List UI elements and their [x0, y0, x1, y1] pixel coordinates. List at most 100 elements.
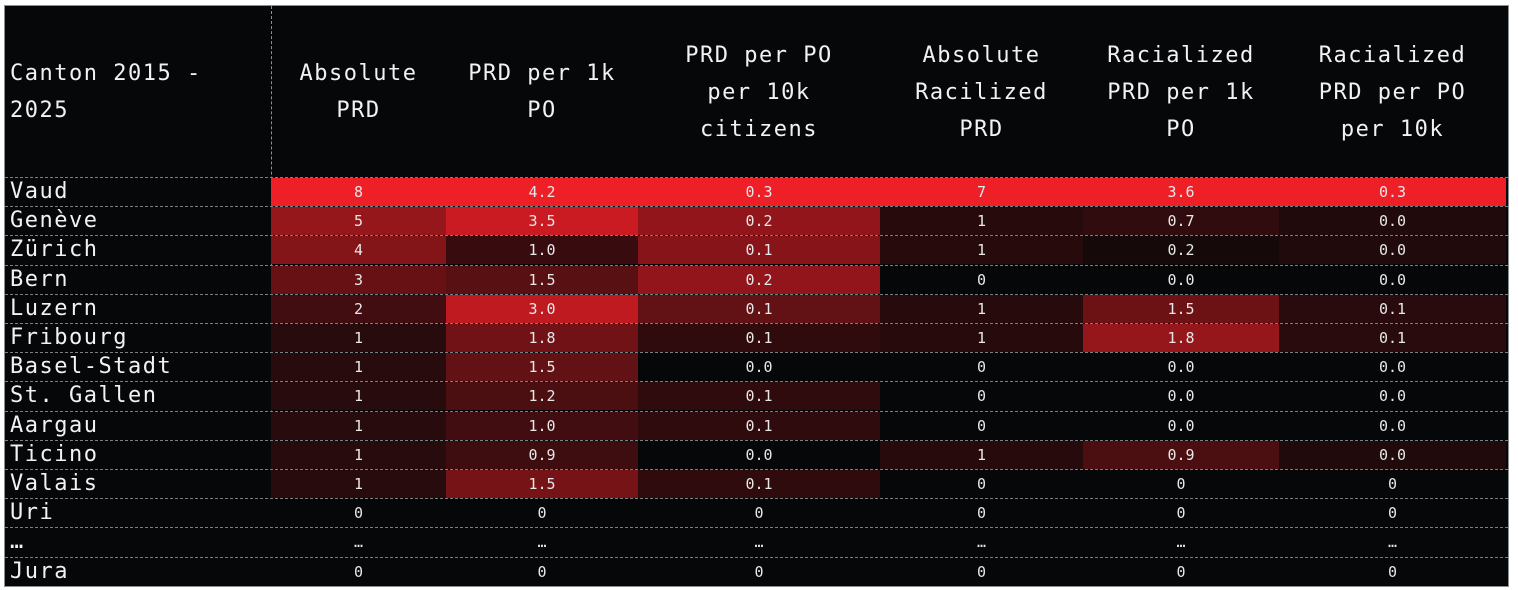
heatmap-cell: 0 — [1083, 470, 1279, 498]
row-separator — [5, 352, 1508, 353]
canton-label: … — [10, 529, 25, 554]
row-separator — [5, 381, 1508, 382]
heatmap-cell: 0.3 — [638, 178, 880, 206]
row-separator — [5, 557, 1508, 558]
row-separator — [5, 235, 1508, 236]
heatmap-cell: 4.2 — [446, 178, 638, 206]
canton-label: Zürich — [10, 237, 99, 262]
heatmap-cell: 1 — [271, 382, 446, 410]
heatmap-cell: 0.1 — [1279, 324, 1506, 352]
heatmap-cell: 1.5 — [446, 470, 638, 498]
heatmap-table: Canton 2015 - 2025 Absolute PRD PRD per 1k… — [4, 5, 1509, 587]
heatmap-cell: 1 — [880, 441, 1083, 469]
heatmap-cell: 0 — [271, 558, 446, 586]
heatmap-cell: … — [1083, 528, 1279, 556]
row-separator — [5, 498, 1508, 499]
heatmap-cell: 1.8 — [446, 324, 638, 352]
heatmap-cell: 0 — [880, 412, 1083, 440]
column-header-2: PRD per 1k PO — [468, 61, 616, 123]
row-separator — [5, 177, 1508, 178]
heatmap-cell: 0 — [446, 499, 638, 527]
heatmap-cell: 1 — [271, 353, 446, 381]
heatmap-cell: 1 — [271, 470, 446, 498]
heatmap-cell: 7 — [880, 178, 1083, 206]
canton-label: Vaud — [10, 179, 69, 204]
heatmap-cell: 0 — [446, 558, 638, 586]
heatmap-cell: 0 — [880, 353, 1083, 381]
heatmap-cell: 0 — [271, 499, 446, 527]
heatmap-cell: 0.9 — [446, 441, 638, 469]
heatmap-cell: 1 — [880, 324, 1083, 352]
heatmap-cell: 1.5 — [1083, 295, 1279, 323]
canton-label: St. Gallen — [10, 383, 158, 408]
row-separator — [5, 440, 1508, 441]
row-separator — [5, 294, 1508, 295]
canton-label: Ticino — [10, 442, 99, 467]
heatmap-cell: 0 — [1083, 558, 1279, 586]
heatmap-cell: 0.0 — [1279, 236, 1506, 264]
heatmap-cell: 1.0 — [446, 412, 638, 440]
heatmap-cell: 0.0 — [1083, 412, 1279, 440]
heatmap-cell: 0 — [1279, 499, 1506, 527]
heatmap-cell: … — [1279, 528, 1506, 556]
heatmap-cell: 0 — [880, 382, 1083, 410]
heatmap-cell: 0.1 — [1279, 295, 1506, 323]
heatmap-cell: 1 — [880, 236, 1083, 264]
column-header-6: Racialized PRD per PO per 10k — [1318, 42, 1467, 142]
heatmap-cell: 1.0 — [446, 236, 638, 264]
canton-label: Bern — [10, 267, 69, 292]
heatmap-cell: 0 — [638, 558, 880, 586]
column-header-5: Racialized PRD per 1k PO — [1107, 42, 1255, 142]
heatmap-cell: 0.2 — [1083, 236, 1279, 264]
heatmap-cell: 3.0 — [446, 295, 638, 323]
heatmap-cell: 0 — [1083, 499, 1279, 527]
heatmap-cell: 0.2 — [638, 207, 880, 235]
heatmap-cell: … — [271, 528, 446, 556]
heatmap-cell: … — [446, 528, 638, 556]
heatmap-cell: 1 — [880, 295, 1083, 323]
row-separator — [5, 411, 1508, 412]
heatmap-cell: 4 — [271, 236, 446, 264]
heatmap-cell: 0.0 — [1083, 382, 1279, 410]
row-header-label: Canton 2015 - 2025 — [10, 61, 202, 123]
heatmap-cell: 1.5 — [446, 266, 638, 294]
heatmap-cell: 0.1 — [638, 470, 880, 498]
canton-label: Uri — [10, 500, 55, 525]
row-separator — [5, 265, 1508, 266]
canton-label: Basel-Stadt — [10, 354, 173, 379]
heatmap-cell: 0.0 — [1279, 382, 1506, 410]
heatmap-cell: 2 — [271, 295, 446, 323]
heatmap-cell: 1.2 — [446, 382, 638, 410]
heatmap-cell: 1.5 — [446, 353, 638, 381]
heatmap-cell: … — [638, 528, 880, 556]
canton-label: Fribourg — [10, 325, 128, 350]
heatmap-cell: 0.0 — [1279, 412, 1506, 440]
heatmap-cell: 1 — [271, 324, 446, 352]
heatmap-cell: 0.0 — [1279, 266, 1506, 294]
heatmap-cell: 1 — [880, 207, 1083, 235]
column-header-1: Absolute PRD — [299, 61, 418, 123]
heatmap-cell: 8 — [271, 178, 446, 206]
heatmap-cell: 0 — [880, 266, 1083, 294]
heatmap-cell: 0.1 — [638, 236, 880, 264]
heatmap-cell: 3 — [271, 266, 446, 294]
heatmap-cell: 5 — [271, 207, 446, 235]
heatmap-cell: 0.3 — [1279, 178, 1506, 206]
heatmap-cell: 3.5 — [446, 207, 638, 235]
heatmap-cell: … — [880, 528, 1083, 556]
column-header-4: Absolute Racilized PRD — [915, 42, 1048, 142]
heatmap-cell: 3.6 — [1083, 178, 1279, 206]
heatmap-cell: 1.8 — [1083, 324, 1279, 352]
canton-label: Jura — [10, 559, 69, 584]
heatmap-cell: 0 — [638, 499, 880, 527]
heatmap-cell: 0.0 — [1083, 353, 1279, 381]
heatmap-cell: 0.0 — [638, 441, 880, 469]
heatmap-cell: 0 — [880, 558, 1083, 586]
heatmap-cell: 0.0 — [1083, 266, 1279, 294]
canton-label: Genève — [10, 208, 99, 233]
heatmap-cell: 1 — [271, 441, 446, 469]
heatmap-cell: 0 — [1279, 558, 1506, 586]
heatmap-cell: 0.7 — [1083, 207, 1279, 235]
heatmap-cell: 0.1 — [638, 324, 880, 352]
heatmap-cell: 0 — [880, 499, 1083, 527]
